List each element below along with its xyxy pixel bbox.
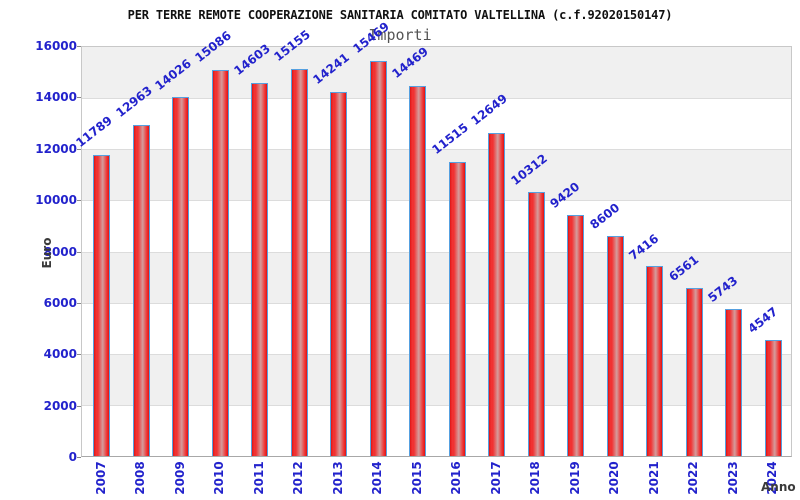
y-axis-tick xyxy=(77,302,81,304)
bar-2023 xyxy=(725,309,743,456)
x-tick-label: 2012 xyxy=(291,461,306,495)
y-tick-label: 4000 xyxy=(43,347,77,362)
y-tick-label: 10000 xyxy=(35,193,77,208)
chart-subtitle: Importi xyxy=(368,26,432,44)
bar-2007 xyxy=(93,154,111,456)
background-band xyxy=(82,200,791,252)
y-tick-label: 6000 xyxy=(43,295,77,310)
bar-2020 xyxy=(606,236,624,456)
bar-2021 xyxy=(646,266,664,456)
background-band xyxy=(82,149,791,201)
x-tick-label: 2010 xyxy=(212,461,227,495)
y-axis-tick xyxy=(77,46,81,47)
x-tick-label: 2011 xyxy=(251,461,266,495)
gridline xyxy=(82,200,791,202)
bar-2018 xyxy=(527,192,545,456)
gridline xyxy=(82,404,791,406)
gridline xyxy=(82,302,791,304)
background-band xyxy=(82,302,791,354)
x-axis-title: Anno xyxy=(761,480,796,494)
bar-2017 xyxy=(488,132,506,456)
background-band xyxy=(82,404,791,456)
y-axis-tick xyxy=(77,200,81,202)
gridline xyxy=(82,353,791,355)
chart-title: PER TERRE REMOTE COOPERAZIONE SANITARIA … xyxy=(127,8,673,22)
y-axis-tick xyxy=(77,354,81,356)
bar-2010 xyxy=(211,70,229,456)
x-tick-label: 2019 xyxy=(567,461,582,495)
bar-2008 xyxy=(132,124,150,456)
gridline xyxy=(82,98,791,100)
gridline xyxy=(82,251,791,253)
x-tick-label: 2009 xyxy=(172,461,187,495)
y-tick-label: 14000 xyxy=(35,90,77,105)
bar-2011 xyxy=(251,82,269,456)
x-tick-label: 2007 xyxy=(93,461,108,495)
background-band xyxy=(82,251,791,303)
y-tick-label: 0 xyxy=(68,450,77,464)
background-band xyxy=(82,98,791,150)
bar-2022 xyxy=(685,288,703,456)
y-axis-tick xyxy=(77,457,81,458)
y-tick-label: 16000 xyxy=(35,39,77,53)
x-tick-label: 2020 xyxy=(607,461,622,495)
x-tick-label: 2022 xyxy=(686,461,701,495)
x-tick-label: 2015 xyxy=(409,461,424,495)
x-tick-label: 2023 xyxy=(725,461,740,495)
x-tick-label: 2018 xyxy=(528,461,543,495)
bar-2016 xyxy=(448,161,466,456)
y-axis-title: Euro xyxy=(40,237,54,269)
y-axis-tick xyxy=(77,97,81,99)
x-tick-label: 2017 xyxy=(488,461,503,495)
bar-2019 xyxy=(567,215,585,456)
x-tick-label: 2021 xyxy=(646,461,661,495)
y-tick-label: 2000 xyxy=(43,398,77,413)
y-tick-label: 8000 xyxy=(43,244,77,259)
y-tick-label: 12000 xyxy=(35,141,77,156)
background-band xyxy=(82,353,791,405)
bar-2009 xyxy=(172,97,190,456)
bar-2014 xyxy=(369,60,387,456)
bar-2024 xyxy=(764,339,782,456)
y-axis-tick xyxy=(77,251,81,253)
bar-2012 xyxy=(290,68,308,456)
x-tick-label: 2014 xyxy=(370,461,385,495)
bar-2015 xyxy=(409,86,427,456)
bar-2013 xyxy=(330,91,348,456)
x-tick-label: 2008 xyxy=(133,461,148,495)
y-axis-tick xyxy=(77,405,81,407)
x-tick-label: 2016 xyxy=(449,461,464,495)
gridline xyxy=(82,149,791,151)
y-axis-tick xyxy=(77,148,81,150)
plot-area: 11789 12963 14026 15086 14603 15155 14241 15469… xyxy=(74,19,792,457)
x-tick-label: 2013 xyxy=(330,461,345,495)
background-band xyxy=(82,47,791,99)
